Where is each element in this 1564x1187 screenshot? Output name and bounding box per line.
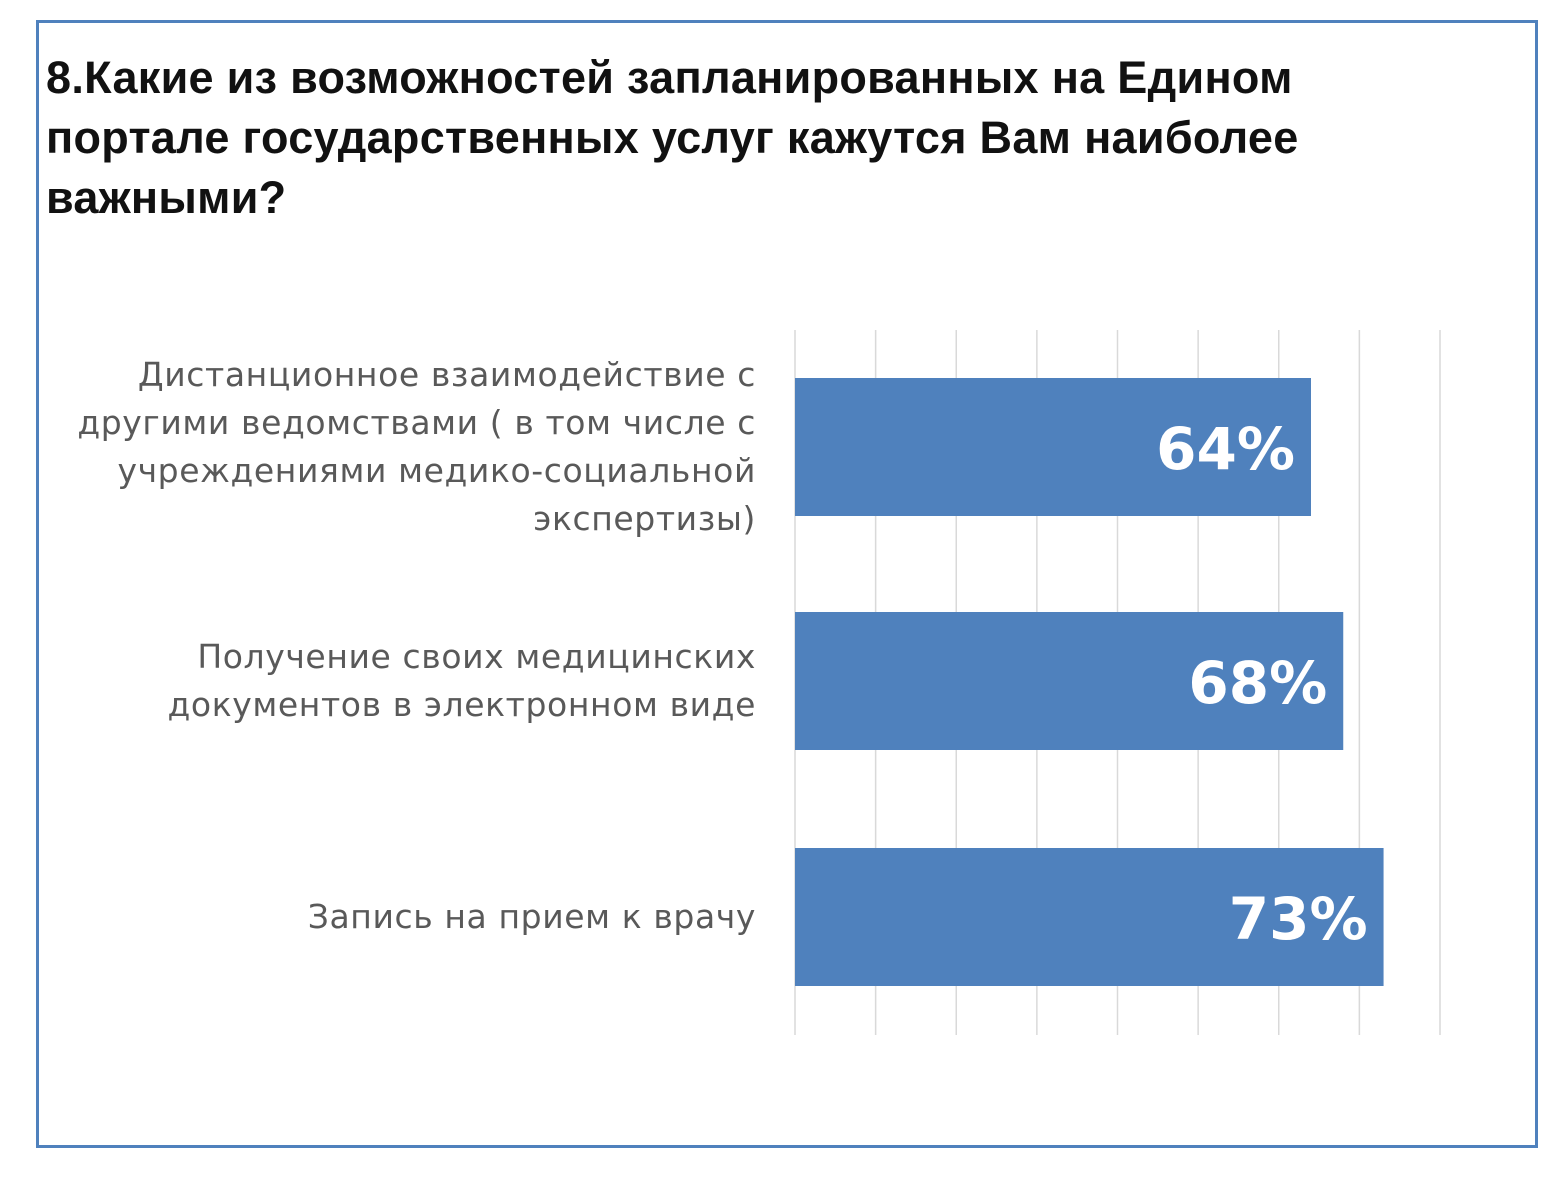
category-label: Дистанционное взаимодействие с другими в… bbox=[77, 355, 756, 538]
category-label: Получение своих медицинских документов в… bbox=[167, 637, 756, 724]
bar bbox=[795, 612, 1344, 750]
bar bbox=[795, 848, 1384, 986]
data-label: 73% bbox=[1229, 885, 1368, 953]
chart-title: 8.Какие из возможностей запланированных … bbox=[46, 52, 1299, 223]
bar bbox=[795, 378, 1311, 516]
data-label: 68% bbox=[1188, 649, 1327, 717]
data-label: 64% bbox=[1156, 415, 1295, 483]
category-label: Запись на прием к врачу bbox=[307, 897, 756, 936]
